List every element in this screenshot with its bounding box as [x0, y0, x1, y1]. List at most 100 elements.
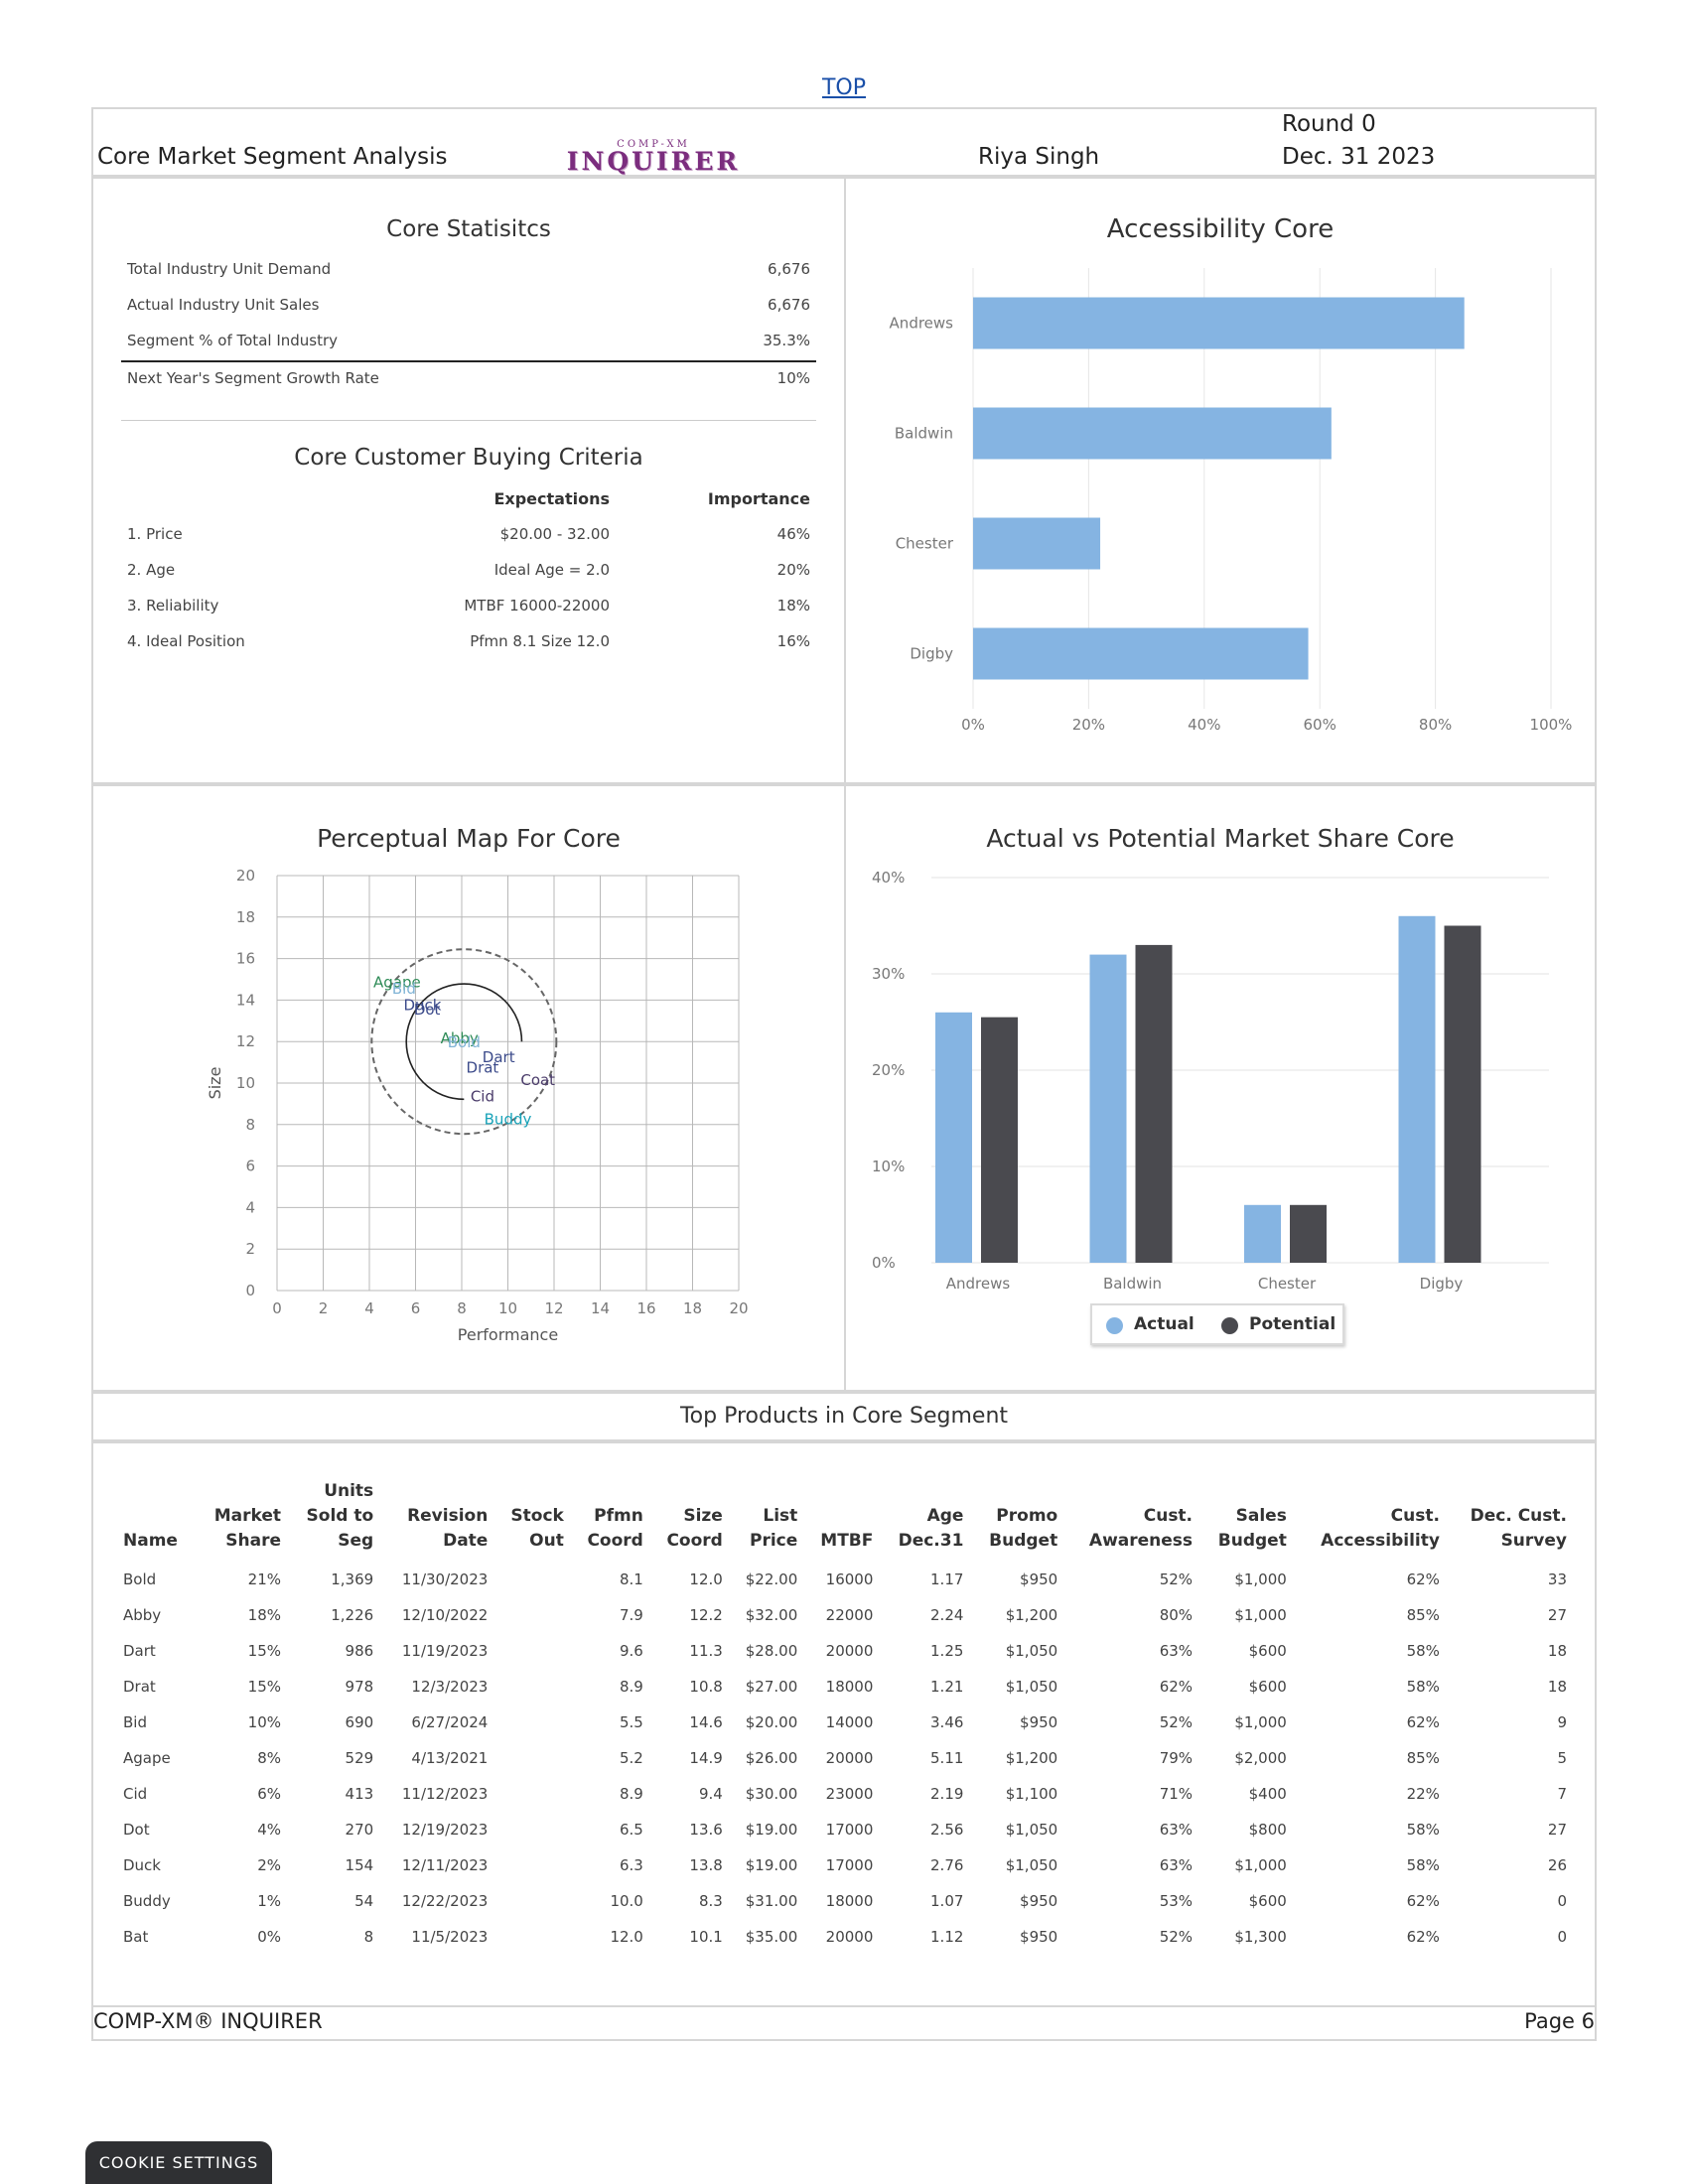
table-cell: 9.4 [698, 1785, 723, 1803]
y-tick-label: 14 [236, 991, 255, 1009]
table-cell [493, 1562, 570, 1597]
stat-label: Actual Industry Unit Sales [127, 296, 320, 314]
table-cell: $27.00 [745, 1678, 798, 1696]
report-header [91, 107, 1597, 177]
table-cell [493, 1919, 570, 1955]
table-cell: 10% [247, 1713, 282, 1731]
table-cell: $600 [1248, 1678, 1287, 1696]
table-cell: 413 [345, 1785, 374, 1803]
table-cell: $35.00 [745, 1928, 798, 1946]
table-cell: 27 [1547, 1606, 1567, 1624]
y-tick-label: 40% [872, 869, 905, 887]
column-header: Promo Budget [969, 1479, 1063, 1562]
importance-header: Importance [707, 489, 810, 508]
table-cell: Drat [123, 1678, 156, 1696]
table-cell: 10.1 [689, 1928, 723, 1946]
y-tick-label: 0% [872, 1254, 896, 1272]
y-tick-label: 18 [236, 908, 255, 926]
product-point-bid: Bid [392, 980, 416, 998]
product-point-buddy: Buddy [485, 1111, 532, 1129]
y-tick-label: 20 [236, 867, 255, 885]
criteria-label: 3. Reliability [127, 597, 219, 614]
table-cell: 12.0 [689, 1570, 723, 1588]
x-tick-label: 60% [1304, 716, 1336, 734]
table-cell: 5.11 [930, 1749, 964, 1767]
column-header: Market Share [195, 1479, 287, 1562]
y-tick-label: 10% [872, 1158, 905, 1175]
top-link[interactable]: TOP [821, 75, 867, 100]
expectations-header: Expectations [493, 489, 610, 508]
column-header-line: Stock [510, 1506, 564, 1526]
table-header-row: Name Market Share Units Sold to Seg Revision Da… [117, 1479, 1573, 1562]
column-header-line: Dec.31 [898, 1531, 964, 1551]
table-cell: 53% [1159, 1892, 1194, 1910]
y-tick-label: 8 [245, 1116, 255, 1134]
criteria-expectation: Ideal Age = 2.0 [493, 561, 610, 579]
column-header: Cust. Awareness [1063, 1479, 1198, 1562]
table-cell: $1,000 [1234, 1713, 1287, 1731]
table-cell: 1,226 [331, 1606, 374, 1624]
y-axis-label: Size [206, 1067, 224, 1100]
table-cell: 1,369 [331, 1570, 374, 1588]
table-cell [493, 1740, 570, 1776]
column-header-line: Accessibility [1321, 1531, 1440, 1551]
table-cell: 14000 [825, 1713, 874, 1731]
table-cell: 6.5 [619, 1821, 643, 1839]
product-point-bold: Bold [448, 1033, 481, 1051]
criteria-importance: 18% [776, 597, 810, 614]
table-cell: 1.12 [930, 1928, 964, 1946]
bar-baldwin-actual [1089, 954, 1127, 1263]
column-header: MTBF [803, 1479, 879, 1562]
criteria-label: 2. Age [127, 561, 176, 579]
perceptual-map-title: Perceptual Map For Core [317, 824, 621, 853]
table-cell: 13.6 [689, 1821, 723, 1839]
column-header-line: Out [529, 1531, 564, 1551]
product-point-drat: Drat [467, 1058, 499, 1076]
column-header-line: Budget [1217, 1531, 1287, 1551]
table-cell: 12/3/2023 [411, 1678, 489, 1696]
table-cell: 12/11/2023 [401, 1856, 489, 1874]
table-cell [493, 1705, 570, 1740]
table-cell: Bold [123, 1570, 157, 1588]
table-cell: 12/19/2023 [401, 1821, 489, 1839]
outer-fine-cut-circle [370, 948, 558, 1136]
table-cell: 12/10/2022 [401, 1606, 489, 1624]
product-point-duck: Duck [403, 997, 441, 1015]
table-cell: 17000 [825, 1821, 874, 1839]
products-table: Name Market Share Units Sold to Seg Revision Da… [117, 1479, 1573, 1955]
table-cell: $19.00 [745, 1856, 798, 1874]
column-header-line: MTBF [820, 1531, 874, 1551]
table-cell: 11/5/2023 [411, 1928, 489, 1946]
table-cell [493, 1812, 570, 1847]
table-cell: 10.0 [610, 1892, 643, 1910]
table-cell: Abby [123, 1606, 162, 1624]
table-cell: 1.17 [930, 1570, 964, 1588]
table-cell: Agape [123, 1749, 171, 1767]
column-header-line: Survey [1500, 1531, 1567, 1551]
table-cell: $31.00 [745, 1892, 798, 1910]
table-cell: 270 [345, 1821, 374, 1839]
legend-swatch-actual [1106, 1317, 1123, 1334]
table-cell: 529 [345, 1749, 374, 1767]
table-cell: Cid [123, 1785, 148, 1803]
x-tick-label: Digby [1420, 1275, 1464, 1293]
table-cell: 0 [1557, 1928, 1567, 1946]
table-cell: 6.3 [619, 1856, 643, 1874]
round-label: Round 0 [1282, 111, 1376, 137]
table-cell: 26 [1547, 1856, 1567, 1874]
y-tick-label: 4 [245, 1198, 255, 1216]
table-cell: 5 [1557, 1749, 1567, 1767]
x-tick-label: 18 [683, 1299, 702, 1317]
table-cell: 20000 [825, 1642, 874, 1660]
table-cell: 62% [1406, 1570, 1440, 1588]
y-tick-label: 0 [245, 1282, 255, 1299]
table-cell [493, 1597, 570, 1633]
bar-baldwin [973, 407, 1332, 460]
page-number: Page 6 [1524, 2009, 1595, 2033]
column-header: Sales Budget [1198, 1479, 1293, 1562]
table-cell: 63% [1159, 1821, 1194, 1839]
table-cell: 18 [1547, 1678, 1567, 1696]
page-title: Core Market Segment Analysis [97, 144, 448, 170]
criteria-row: 3. Reliability MTBF 16000-22000 18% [127, 597, 810, 614]
cookie-settings-button[interactable]: COOKIE SETTINGS [85, 2141, 272, 2184]
